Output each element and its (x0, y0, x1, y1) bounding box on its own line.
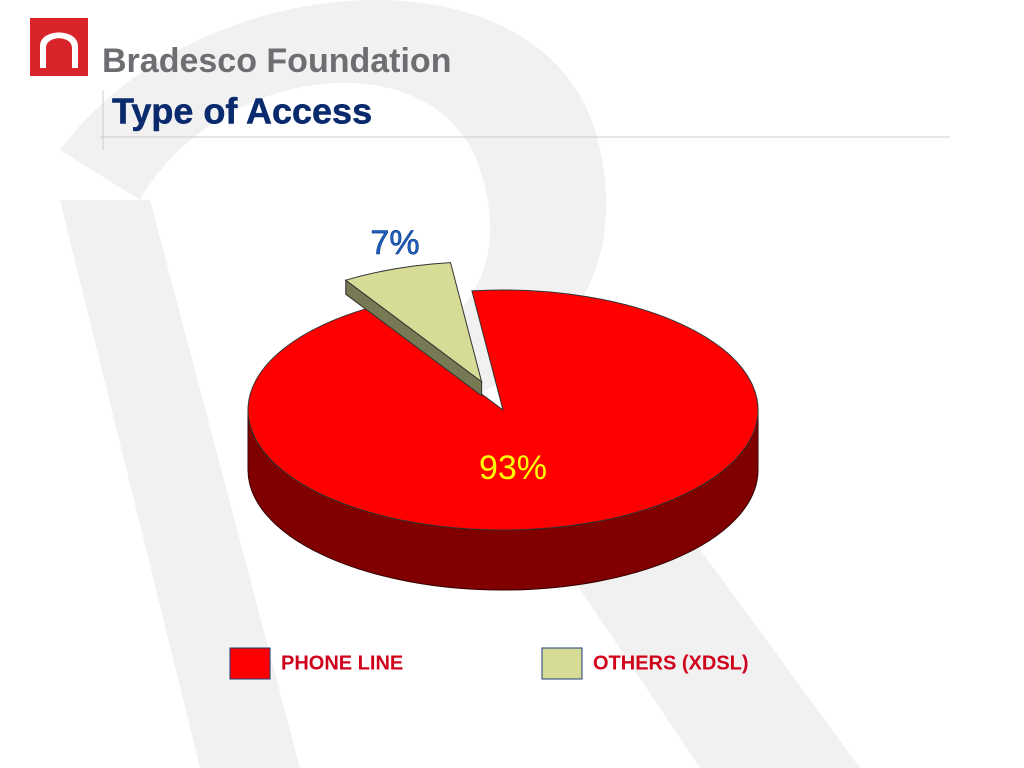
pie-chart: 93% 7% (247, 224, 759, 591)
watermark-stem (60, 200, 300, 768)
logo-mark (40, 32, 78, 68)
legend-label: OTHERS (XDSL) (593, 652, 749, 674)
watermark-arc (60, 0, 607, 440)
slice (344, 262, 483, 383)
legend: PHONE LINE OTHERS (XDSL) (229, 647, 749, 680)
brand-name: Bradesco Foundation (102, 42, 451, 80)
value-label: 93% (479, 449, 547, 487)
logo-square (30, 18, 88, 76)
legend-label: PHONE LINE (281, 652, 403, 674)
value-label: 7% (370, 224, 419, 262)
legend-swatch (229, 647, 271, 680)
slide-title: Type of Access (112, 91, 372, 132)
slice (247, 289, 759, 531)
legend-swatch (541, 647, 583, 680)
logo: Bradesco Foundation (30, 18, 451, 80)
